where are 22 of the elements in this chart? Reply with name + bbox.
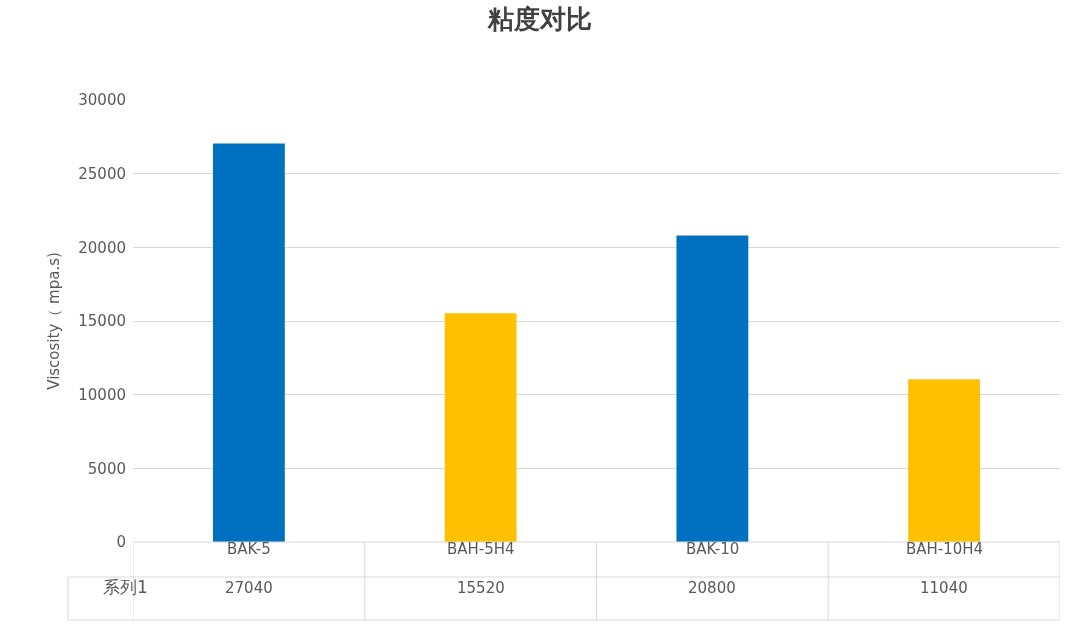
x-tick-label: BAK-10 <box>686 540 740 558</box>
y-tick-label: 25000 <box>78 164 126 183</box>
bar <box>676 235 749 542</box>
data-label: 27040 <box>225 579 273 597</box>
y-tick-label: 20000 <box>78 238 126 257</box>
y-tick-label: 0 <box>116 533 126 552</box>
bar <box>908 379 981 542</box>
bar <box>212 143 285 542</box>
bar <box>444 313 517 542</box>
x-tick-label: BAH-5H4 <box>447 540 515 558</box>
text: 系列1 <box>103 577 148 597</box>
data-label: 11040 <box>920 579 968 597</box>
y-tick-label: 30000 <box>78 91 126 110</box>
x-tick-label: BAK-5 <box>227 540 271 558</box>
y-tick-label: 15000 <box>78 312 126 331</box>
y-axis-title: Viscosity（ mpa.s) <box>44 252 63 390</box>
data-label: 20800 <box>688 579 736 597</box>
chart-title: 粘度对比 <box>487 3 592 34</box>
y-tick-label: 10000 <box>78 385 126 404</box>
data-label: 15520 <box>457 579 505 597</box>
y-tick-label: 5000 <box>87 459 126 478</box>
x-tick-label: BAH-10H4 <box>906 540 984 558</box>
